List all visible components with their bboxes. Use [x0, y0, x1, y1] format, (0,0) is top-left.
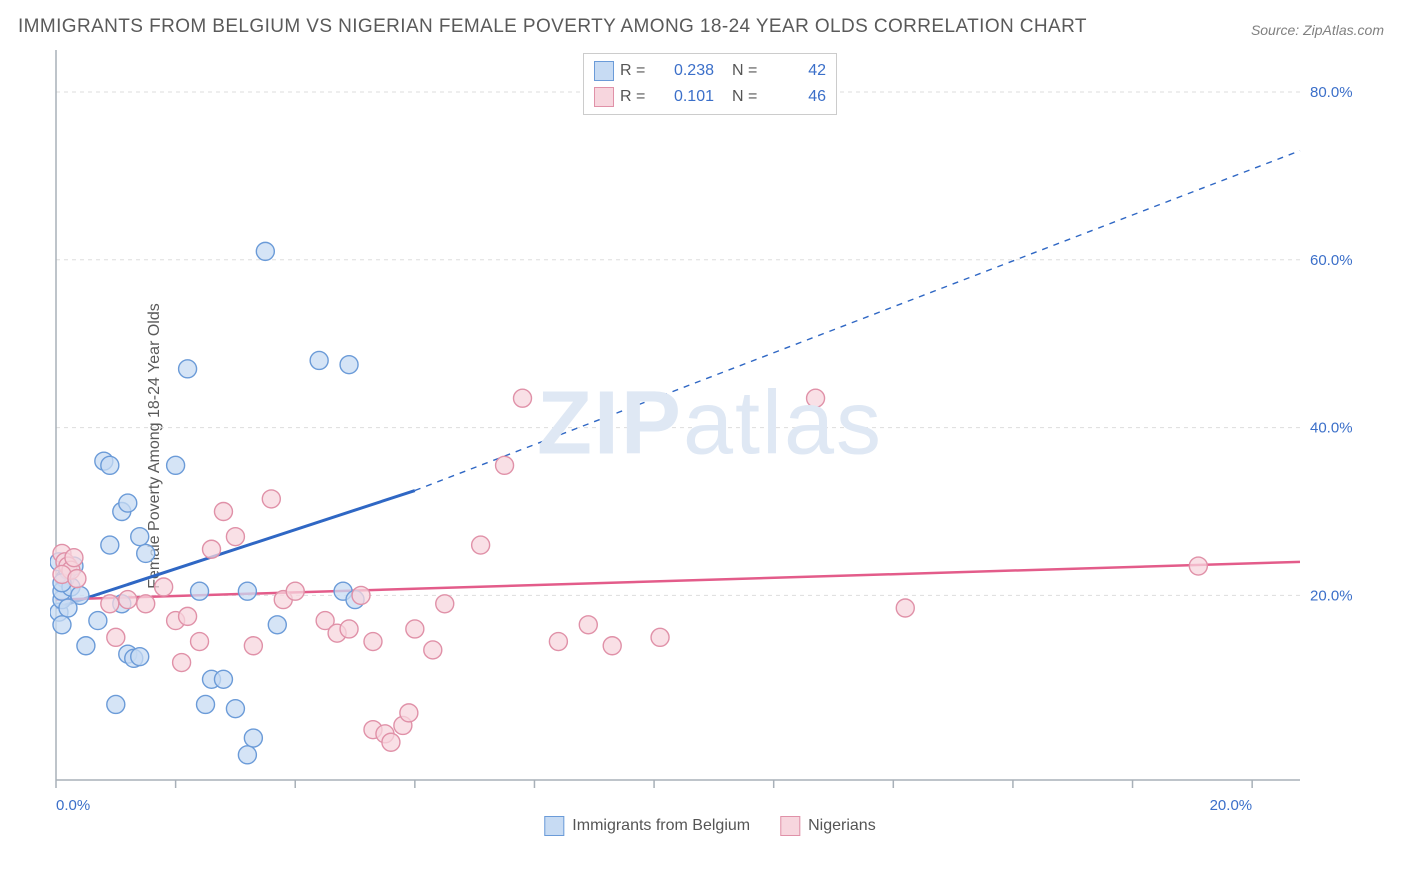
legend-r-value: 0.238: [660, 62, 714, 80]
legend-r-label: R =: [620, 62, 654, 80]
svg-text:40.0%: 40.0%: [1310, 420, 1353, 437]
scatter-plot: ZIPatlas 0.0%20.0%20.0%40.0%60.0%80.0% R…: [50, 50, 1370, 830]
legend-swatch: [594, 87, 614, 107]
legend-r-label: R =: [620, 88, 654, 106]
svg-text:80.0%: 80.0%: [1310, 84, 1353, 101]
series-legend-label: Nigerians: [808, 817, 876, 835]
series-legend-item: Nigerians: [780, 816, 876, 836]
series-legend: Immigrants from Belgium Nigerians: [544, 816, 875, 836]
correlation-legend: R = 0.238 N = 42 R = 0.101 N = 46: [583, 53, 837, 115]
chart-canvas: 0.0% 20.0% 20.0% 40.0% 60.0% 80.0%: [50, 50, 1370, 830]
legend-n-value: 46: [772, 88, 826, 106]
svg-text:20.0%: 20.0%: [1310, 587, 1353, 604]
legend-swatch: [594, 61, 614, 81]
svg-text:0.0%: 0.0%: [56, 797, 90, 814]
legend-n-label: N =: [732, 88, 766, 106]
legend-swatch: [780, 816, 800, 836]
page-title: IMMIGRANTS FROM BELGIUM VS NIGERIAN FEMA…: [18, 16, 1087, 38]
series-legend-item: Immigrants from Belgium: [544, 816, 750, 836]
legend-row: R = 0.101 N = 46: [594, 84, 826, 110]
legend-r-value: 0.101: [660, 88, 714, 106]
source-label: Source: ZipAtlas.com: [1251, 22, 1384, 38]
svg-text:20.0%: 20.0%: [1210, 797, 1253, 814]
legend-swatch: [544, 816, 564, 836]
svg-text:60.0%: 60.0%: [1310, 252, 1353, 269]
series-legend-label: Immigrants from Belgium: [572, 817, 750, 835]
legend-n-value: 42: [772, 62, 826, 80]
legend-row: R = 0.238 N = 42: [594, 58, 826, 84]
legend-n-label: N =: [732, 62, 766, 80]
